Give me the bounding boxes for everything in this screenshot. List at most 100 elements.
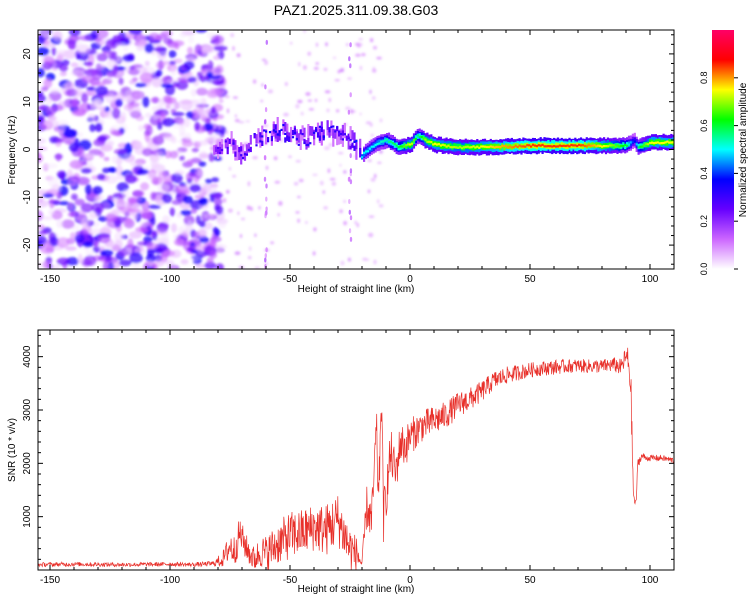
spectrogram-ridge-cell [282,124,285,127]
spectrogram-ridge-cell [272,124,275,134]
spectrogram-noise-blob [156,48,167,60]
spectrogram-noise-blob [71,97,79,109]
spectrogram-noise-blob [283,112,289,117]
spectrogram-streak [265,39,268,45]
spectrogram-ridge-cell [332,125,335,128]
spectrogram-ridge-cell [347,133,350,139]
spectrogram-y-tick-label: 20 [22,48,33,60]
spectrogram-ridge-cell [245,144,248,154]
spectrogram-noise-blob [132,77,138,82]
spectrogram-noise-blob [157,183,170,193]
spectrogram-noise-blob [51,184,62,193]
spectrogram-ridge-cell [453,143,456,149]
spectrogram-ridge-cell [236,145,239,161]
spectrogram-noise-blob [206,257,214,264]
spectrogram-noise-blob [372,45,378,50]
snr-x-tick-label: 0 [407,575,413,586]
spectrogram-ridge-cell [618,145,621,148]
spectrogram-noise-blob [265,165,269,170]
spectrogram-noise-blob [105,93,116,104]
spectrogram-ridge-cell [397,146,400,149]
spectrogram-ridge-cell [541,143,544,146]
spectrogram-noise-blob [85,184,92,195]
spectrogram-noise-blob [195,30,208,33]
spectrogram-ridge-cell [487,145,490,149]
colorbar-tick-label: 0.6 [699,119,709,132]
spectrogram-noise-blob [181,140,194,147]
spectrogram-noise-blob [212,116,218,122]
spectrogram-ridge-cell [516,143,519,149]
spectrogram-noise-blob [378,204,384,208]
spectrogram-noise-blob [115,98,123,107]
spectrogram-noise-blob [130,161,143,167]
spectrogram-noise-blob [92,81,106,87]
colorbar: 0.0 0.2 0.4 0.6 0.8 Normalized spectral ampl… [699,30,749,275]
spectrogram-ridge-cell [274,129,277,139]
spectrogram-x-tick-label: 0 [407,274,413,285]
spectrogram-ridge-cell [320,130,323,146]
snr-frame [37,329,675,571]
spectrogram-noise-blob [128,30,143,35]
spectrogram-ridge-cell [339,130,343,141]
spectrogram-noise-blob [89,211,98,219]
spectrogram-noise-blob [210,106,216,114]
spectrogram-ridge-cell [265,130,268,133]
colorbar-ticks: 0.0 0.2 0.4 0.6 0.8 [699,72,738,275]
spectrogram-ridge-cell [311,126,314,136]
spectrogram-noise-blob [169,60,176,65]
snr-y-label: SNR (10 * v/v) [7,418,18,482]
spectrogram-ridge-cell [395,144,398,147]
spectrogram-ridge-cell [551,145,554,148]
spectrogram-noise-blob [258,206,261,210]
spectrogram-noise-blob [75,86,82,98]
spectrogram-noise-blob [274,180,281,184]
spectrogram-noise-blob [368,232,374,238]
spectrogram-ridge-cell [261,135,264,138]
spectrogram-ridge-cell [393,143,396,146]
spectrogram-noise-blob [95,85,108,96]
spectrogram-noise-blob [105,140,115,147]
spectrogram-ridge-cell [437,143,440,146]
spectrogram-noise-blob [47,115,58,122]
spectrogram-ridge-cell [507,146,510,149]
spectrogram-ridge-cell [505,145,508,148]
spectrogram-noise-blob [115,42,127,47]
spectrogram-ridge-cell [651,141,654,144]
spectrogram-noise-blob [89,123,96,132]
spectrogram-noise-blob [195,87,208,96]
spectrogram-ridge-cell [493,146,496,149]
spectrogram-ridge-cell [555,145,558,148]
spectrogram-ridge-cell [268,131,272,134]
spectrogram-noise-blob [93,99,103,108]
spectrogram-noise-blob [183,60,195,70]
spectrogram-noise-blob [216,52,219,55]
spectrogram-noise-blob [248,246,252,251]
spectrogram-ridge-cell [564,144,567,148]
spectrogram-ridge-cell [633,137,636,143]
spectrogram-ridge-cell [562,144,565,147]
spectrogram-noise-blob [137,125,144,131]
spectrogram-ridge-cell [309,142,312,145]
spectrogram-ridge-cell [656,141,659,144]
spectrogram-noise-blob [153,47,167,52]
spectrogram-noise-blob [214,204,220,211]
spectrogram-ridge-cell [641,145,644,148]
spectrogram-ridge-cell [217,146,220,149]
spectrogram-ridge-cell [387,140,391,143]
spectrogram-ridge-cell [668,141,671,144]
spectrogram-noise-blob [48,199,61,204]
spectrogram-noise-blob [150,191,157,201]
spectrogram-noise-blob [164,150,172,159]
spectrogram-noise-blob [191,147,199,153]
spectrogram-noise-blob [267,89,274,94]
spectrogram-noise-blob [93,37,102,42]
spectrogram-noise-blob [364,258,370,261]
spectrogram-noise-blob [377,161,382,164]
spectrogram-ridge-cell [445,145,448,148]
spectrogram-noise-blob [188,36,195,44]
spectrogram-noise-blob [315,42,319,47]
spectrogram-noise-blob [358,38,363,41]
spectrogram-ridge-cell [553,145,556,148]
spectrogram-ridge-cell [581,144,584,147]
spectrogram-ridge-cell [549,145,552,148]
